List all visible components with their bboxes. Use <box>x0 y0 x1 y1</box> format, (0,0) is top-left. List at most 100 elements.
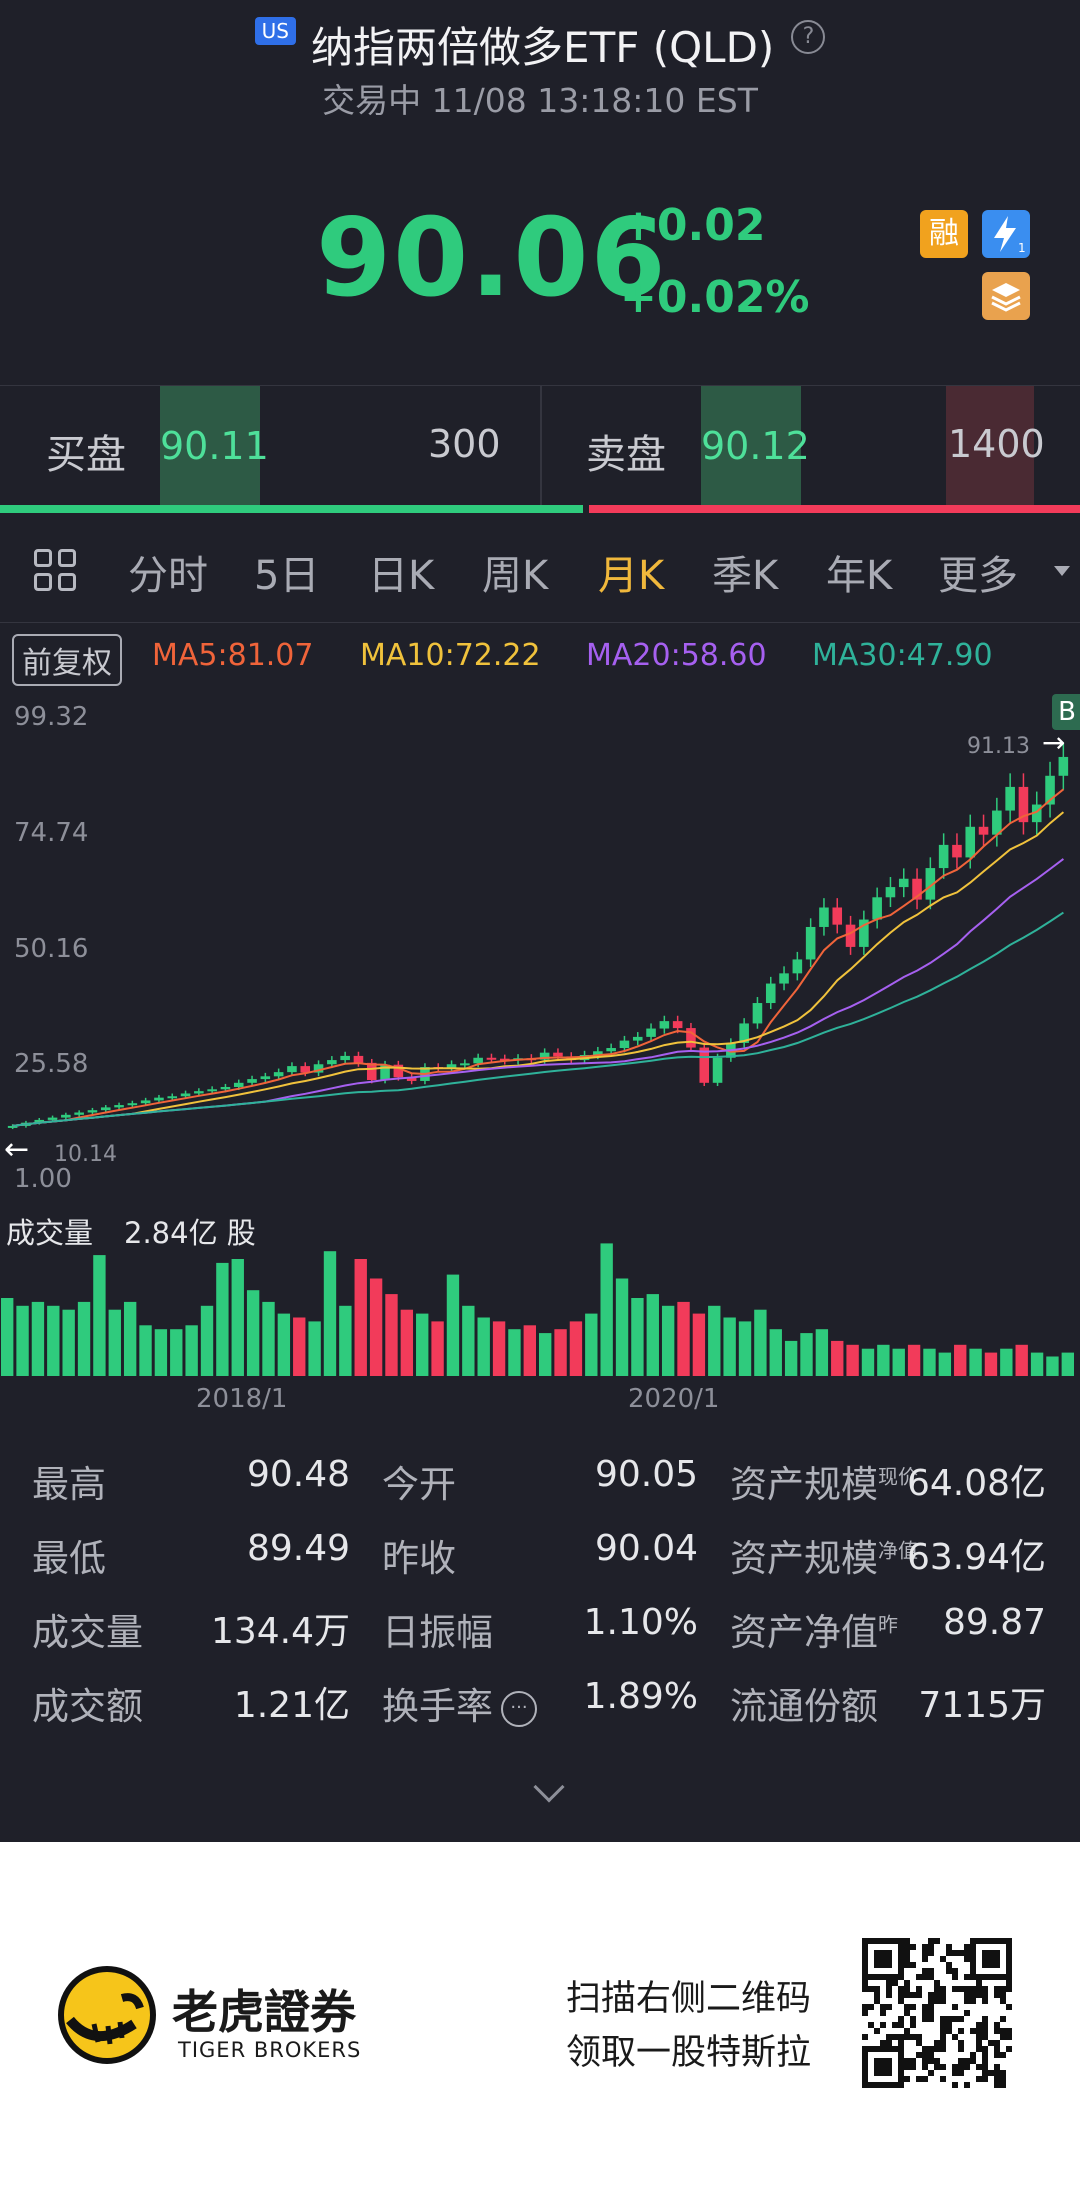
stat-value: 90.04 <box>594 1528 698 1569</box>
volume-bar <box>339 1305 352 1376</box>
volume-bar <box>77 1301 91 1376</box>
volume-bar <box>369 1278 383 1376</box>
volume-bar <box>754 1309 767 1376</box>
candle-body <box>273 1072 284 1077</box>
stat-value: 64.08亿 <box>906 1463 1046 1504</box>
help-icon[interactable]: ? <box>791 19 826 54</box>
volume-bar <box>738 1321 752 1376</box>
candle-body <box>7 1125 18 1128</box>
volume-bar <box>984 1352 998 1376</box>
tab-more[interactable]: 更多 <box>938 553 1018 599</box>
stack-layers-icon[interactable] <box>982 272 1030 320</box>
stat-label: 换手率 ··· <box>382 1676 537 1730</box>
bid-label: 买盘 <box>46 432 126 478</box>
candle-body <box>499 1058 510 1061</box>
quote-header: US 纳指两倍做多ETF (QLD) ? 交易中 11/08 13:18:10 … <box>0 0 1080 385</box>
candle-body <box>127 1103 138 1106</box>
y-tick-label: 74.74 <box>14 818 89 848</box>
candle-body <box>1018 786 1029 823</box>
tab-monthly-k[interactable]: 月K <box>598 553 665 599</box>
candle-body <box>606 1048 616 1052</box>
price-change: +0.02 <box>620 200 766 251</box>
volume-bar <box>1000 1348 1013 1376</box>
tab-quarterly-k[interactable]: 季K <box>712 553 779 599</box>
stat-label: 成交额 <box>32 1685 143 1728</box>
info-icon[interactable]: ··· <box>501 1690 537 1727</box>
candle-body <box>699 1047 710 1083</box>
x-tick-label: 2018/1 <box>196 1384 288 1414</box>
volume-bar <box>216 1262 229 1376</box>
candle-body <box>712 1057 723 1083</box>
buy-marker[interactable]: B <box>1052 694 1080 730</box>
trading-status: 交易中 11/08 13:18:10 EST <box>322 81 758 120</box>
candle-body <box>659 1021 670 1029</box>
candle-body <box>952 844 962 858</box>
volume-bar <box>569 1321 583 1376</box>
candle-body <box>792 959 803 974</box>
stats-grid: 最高 90.48 今开 90.05 资产规模现价 64.08亿 最低 89.49… <box>0 1440 1080 1840</box>
margin-badge-icon[interactable]: 融 <box>920 210 968 258</box>
grid-menu-icon[interactable] <box>34 549 80 595</box>
promo-line-1: 扫描右侧二维码 <box>566 1979 812 2019</box>
candle-body <box>486 1057 497 1060</box>
candle-body <box>938 844 949 869</box>
high-marker-label: 91.13 <box>967 734 1030 759</box>
stat-label: 昨收 <box>382 1537 456 1580</box>
candlestick-svg <box>1 742 1074 1376</box>
ma5-line <box>12 788 1065 1127</box>
candle-body <box>885 887 896 898</box>
candle-body <box>965 826 976 858</box>
candle-body <box>34 1119 45 1123</box>
adjust-mode-button[interactable]: 前复权 <box>12 634 122 686</box>
arrow-right-icon: → <box>1042 726 1066 759</box>
market-badge: US <box>254 16 296 45</box>
stat-value: 134.4万 <box>210 1611 350 1652</box>
tab-5day[interactable]: 5日 <box>254 553 320 599</box>
candle-body <box>898 878 909 888</box>
tab-intraday[interactable]: 分时 <box>128 553 208 599</box>
volume-bar <box>831 1340 844 1376</box>
tab-yearly-k[interactable]: 年K <box>826 553 893 599</box>
title-row: US 纳指两倍做多ETF (QLD) ? <box>0 14 1080 75</box>
candle-body <box>74 1112 84 1115</box>
bid-qty: 300 <box>428 422 501 466</box>
volume-bar <box>631 1298 644 1376</box>
volume-bar <box>1 1298 14 1376</box>
page-title: 纳指两倍做多ETF (QLD) <box>311 23 775 72</box>
candle-body <box>473 1057 483 1064</box>
stat-value: 90.48 <box>246 1454 350 1495</box>
volume-bar <box>815 1329 829 1376</box>
stat-label: 流通份额 <box>730 1685 878 1728</box>
tab-weekly-k[interactable]: 周K <box>482 553 549 599</box>
ma30-value: MA30:47.90 <box>812 638 993 673</box>
candle-body <box>247 1079 257 1083</box>
volume-bar <box>508 1329 521 1376</box>
order-book[interactable]: 买盘 90.11 300 卖盘 90.12 1400 <box>0 385 1080 506</box>
volume-value: 2.84亿 股 <box>124 1216 256 1250</box>
candle-body <box>978 826 989 835</box>
stat-label: 资产规模净值 <box>730 1537 918 1580</box>
qr-code-icon[interactable] <box>862 1938 1012 2088</box>
candle-body <box>1058 756 1069 776</box>
candle-body <box>859 919 869 947</box>
candle-body <box>313 1064 324 1073</box>
chevron-down-icon[interactable] <box>1054 566 1070 576</box>
candle-body <box>539 1052 550 1060</box>
ma5-value: MA5:81.07 <box>152 638 314 673</box>
candle-body <box>925 868 936 900</box>
tab-daily-k[interactable]: 日K <box>368 553 435 599</box>
candle-body <box>912 878 922 900</box>
kline-chart[interactable]: 99.32 74.74 50.16 25.58 1.00 91.13 → B ←… <box>0 690 1080 1414</box>
volume-bar <box>877 1344 890 1376</box>
candle-body <box>393 1064 404 1078</box>
y-tick-label: 50.16 <box>14 934 89 964</box>
flash-trade-icon[interactable]: 1 <box>982 210 1030 258</box>
candle-body <box>619 1040 630 1049</box>
low-marker-label: 10.14 <box>54 1142 117 1167</box>
promo-footer: 老虎證券 TIGER BROKERS 扫描右侧二维码 领取一股特斯拉 <box>0 1842 1080 2189</box>
candle-body <box>779 973 789 984</box>
volume-bar <box>861 1348 875 1376</box>
candle-body <box>553 1052 563 1057</box>
candle-body <box>845 924 856 947</box>
svg-text:1: 1 <box>1018 241 1026 255</box>
